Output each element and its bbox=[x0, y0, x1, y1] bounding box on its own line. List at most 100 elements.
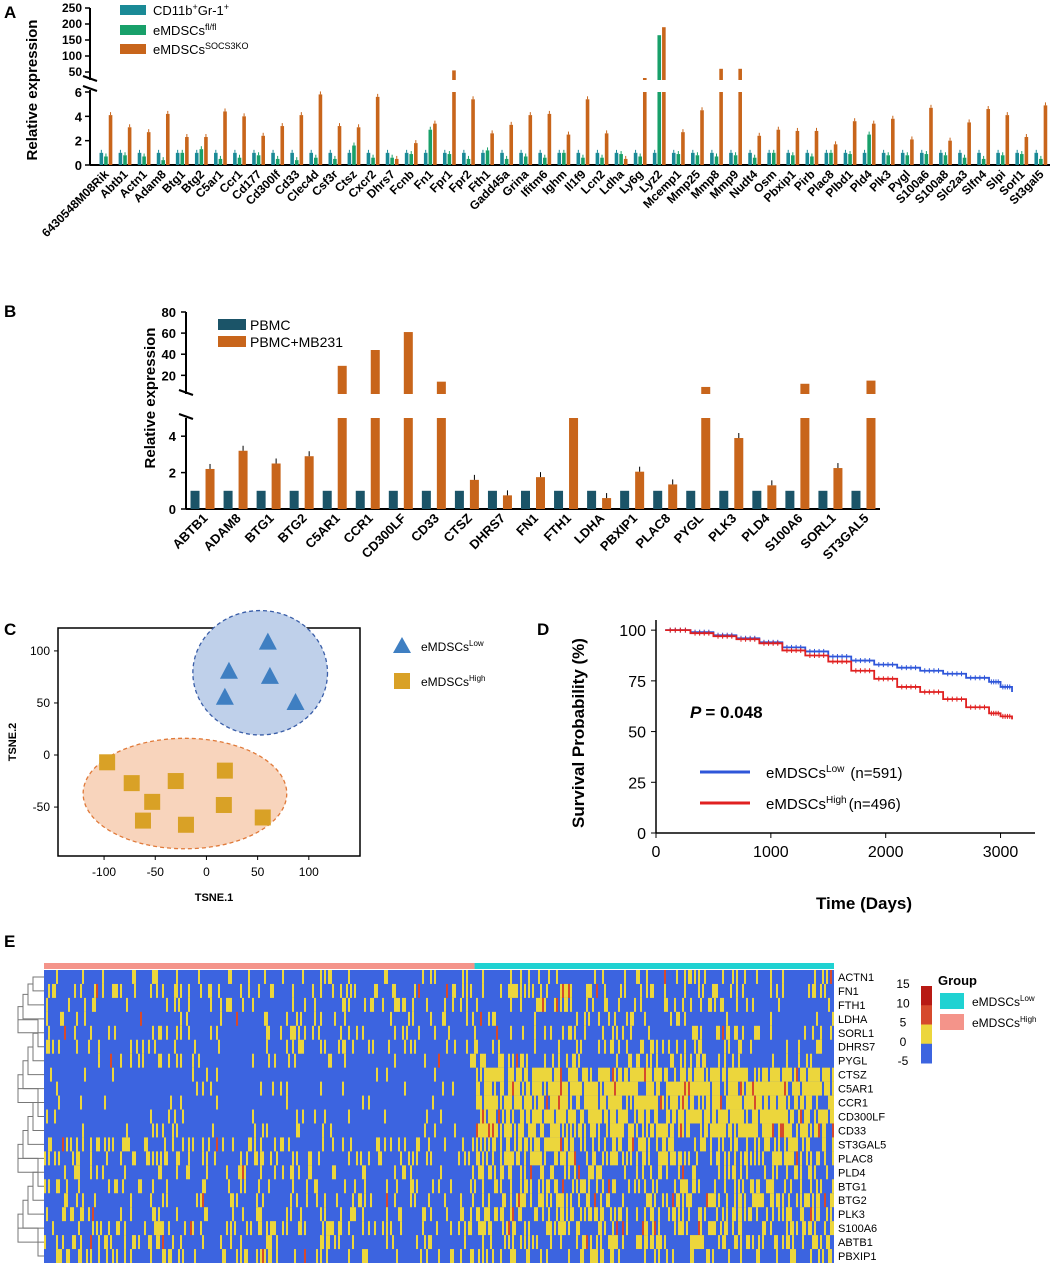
heatmap-cell bbox=[534, 1109, 536, 1124]
heatmap-cell bbox=[630, 1067, 632, 1082]
heatmap-cell bbox=[478, 1165, 480, 1180]
heatmap-cell bbox=[644, 1151, 646, 1166]
heatmap-cell bbox=[730, 1123, 732, 1138]
heatmap-cell bbox=[824, 983, 826, 998]
y-tick-label: 0 bbox=[75, 158, 82, 173]
heatmap-cell bbox=[630, 1081, 632, 1096]
heatmap-cell bbox=[622, 1025, 624, 1040]
heatmap-cell bbox=[664, 983, 666, 998]
heatmap-cell bbox=[698, 1109, 700, 1124]
heatmap-cell bbox=[566, 1193, 568, 1208]
heatmap-cell bbox=[718, 1235, 720, 1250]
heatmap-cell bbox=[216, 1067, 218, 1082]
heatmap-cell bbox=[614, 1095, 616, 1110]
heatmap-cell bbox=[732, 1067, 734, 1082]
heatmap-cell bbox=[70, 1137, 72, 1152]
heatmap-cell bbox=[620, 983, 622, 998]
heatmap-cell bbox=[818, 1109, 820, 1124]
heatmap-cell bbox=[234, 1221, 236, 1236]
heatmap-cell bbox=[770, 983, 772, 998]
heatmap-cell bbox=[610, 1207, 612, 1222]
heatmap-cell bbox=[626, 1039, 628, 1054]
heatmap-cell bbox=[646, 1067, 648, 1082]
heatmap-cell bbox=[262, 1123, 264, 1138]
heatmap-cell bbox=[522, 1123, 524, 1138]
heatmap-cell bbox=[734, 1179, 736, 1194]
heatmap-cell bbox=[484, 1067, 486, 1082]
heatmap-cell bbox=[530, 1095, 532, 1110]
heatmap-cell bbox=[636, 1053, 638, 1068]
row-label-fn1: FN1 bbox=[838, 986, 859, 998]
heatmap-cell bbox=[348, 1221, 350, 1236]
heatmap-cell bbox=[114, 983, 116, 998]
heatmap-cell bbox=[402, 1025, 404, 1040]
heatmap-cell bbox=[524, 1137, 526, 1152]
heatmap-cell bbox=[340, 1025, 342, 1040]
heatmap-cell bbox=[606, 1109, 608, 1124]
heatmap-cell bbox=[476, 1067, 478, 1082]
heatmap-cell bbox=[492, 1039, 494, 1054]
bar bbox=[939, 152, 943, 165]
heatmap-cell bbox=[672, 1053, 674, 1068]
heatmap-cell bbox=[602, 1095, 604, 1110]
heatmap-cell bbox=[342, 1081, 344, 1096]
heatmap-cell bbox=[760, 1193, 762, 1208]
heatmap-cell bbox=[202, 1193, 204, 1208]
heatmap-cell bbox=[608, 1193, 610, 1208]
heatmap-cell bbox=[634, 997, 636, 1012]
heatmap-cell bbox=[268, 1025, 270, 1040]
heatmap-cell bbox=[568, 1067, 570, 1082]
heatmap-cell bbox=[740, 1109, 742, 1124]
heatmap-cell bbox=[734, 1193, 736, 1208]
heatmap-cell bbox=[790, 1221, 792, 1236]
heatmap-cell bbox=[670, 1081, 672, 1096]
heatmap-cell bbox=[526, 1137, 528, 1152]
heatmap-cell bbox=[308, 1151, 310, 1166]
heatmap-cell bbox=[606, 997, 608, 1012]
bar bbox=[536, 477, 545, 509]
heatmap-cell bbox=[558, 1095, 560, 1110]
heatmap-cell bbox=[554, 1067, 556, 1082]
heatmap-cell bbox=[324, 1193, 326, 1208]
heatmap-cell bbox=[692, 1235, 694, 1250]
heatmap-cell bbox=[266, 1235, 268, 1250]
heatmap-cell bbox=[826, 1081, 828, 1096]
color-scale-tick: 15 bbox=[896, 977, 910, 991]
bar bbox=[800, 418, 810, 509]
heatmap-cell bbox=[536, 1151, 538, 1166]
point-high bbox=[216, 762, 233, 779]
heatmap-cell bbox=[446, 1039, 448, 1054]
heatmap-cell bbox=[736, 1095, 738, 1110]
bar bbox=[146, 132, 151, 165]
heatmap-cell bbox=[624, 1165, 626, 1180]
heatmap-cell bbox=[386, 1221, 388, 1236]
heatmap-cell bbox=[54, 983, 56, 998]
heatmap-cell bbox=[766, 1123, 768, 1138]
heatmap-cell bbox=[794, 1137, 796, 1152]
heatmap-cell bbox=[780, 1095, 782, 1110]
heatmap-cell bbox=[518, 1123, 520, 1138]
bar bbox=[165, 113, 170, 165]
heatmap-cell bbox=[554, 1179, 556, 1194]
heatmap-cell bbox=[610, 1081, 612, 1096]
heatmap-cell bbox=[520, 970, 522, 984]
heatmap-cell bbox=[166, 1151, 168, 1166]
heatmap-cell bbox=[478, 1249, 480, 1263]
y-tick-label: 0 bbox=[169, 502, 176, 517]
heatmap-cell bbox=[542, 1207, 544, 1222]
heatmap-cell bbox=[520, 1067, 522, 1082]
heatmap-cell bbox=[548, 1207, 550, 1222]
bar bbox=[657, 92, 662, 165]
heatmap-cell bbox=[724, 1235, 726, 1250]
heatmap-cell bbox=[332, 1137, 334, 1152]
heatmap-cell bbox=[416, 1235, 418, 1250]
heatmap-cell bbox=[732, 1109, 734, 1124]
heatmap-cell bbox=[132, 970, 134, 984]
heatmap-cell bbox=[644, 1235, 646, 1250]
heatmap-cell bbox=[764, 1067, 766, 1082]
heatmap-cell bbox=[822, 1123, 824, 1138]
heatmap-cell bbox=[684, 1081, 686, 1096]
heatmap-cell bbox=[188, 997, 190, 1012]
heatmap-cell bbox=[814, 1067, 816, 1082]
heatmap-cell bbox=[254, 1123, 256, 1138]
